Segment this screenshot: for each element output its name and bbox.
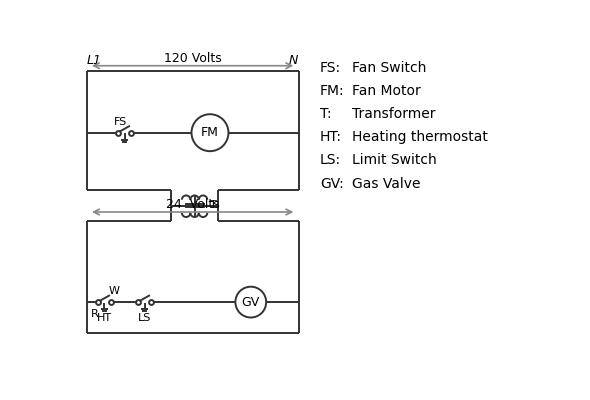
Circle shape [235, 287, 266, 318]
Text: LS: LS [138, 313, 151, 323]
Text: 120 Volts: 120 Volts [164, 52, 221, 64]
Text: FM:: FM: [320, 84, 345, 98]
Text: T:: T: [320, 107, 332, 121]
Text: W: W [108, 286, 119, 296]
Text: FS:: FS: [320, 61, 341, 75]
Text: FM: FM [201, 126, 219, 139]
Text: Gas Valve: Gas Valve [352, 176, 421, 190]
Text: Fan Motor: Fan Motor [352, 84, 421, 98]
Text: FS: FS [114, 117, 127, 127]
Text: LS:: LS: [320, 154, 341, 168]
Text: Fan Switch: Fan Switch [352, 61, 427, 75]
Text: HT: HT [97, 313, 112, 323]
Text: Limit Switch: Limit Switch [352, 154, 437, 168]
Text: R: R [91, 310, 99, 320]
Text: 24  Volts: 24 Volts [166, 198, 219, 211]
Circle shape [192, 114, 228, 151]
Text: L1: L1 [87, 54, 101, 67]
Text: N: N [289, 54, 299, 67]
Text: Heating thermostat: Heating thermostat [352, 130, 489, 144]
Text: GV: GV [242, 296, 260, 309]
Text: T: T [210, 200, 217, 210]
Text: GV:: GV: [320, 176, 344, 190]
Text: Transformer: Transformer [352, 107, 436, 121]
Text: HT:: HT: [320, 130, 342, 144]
